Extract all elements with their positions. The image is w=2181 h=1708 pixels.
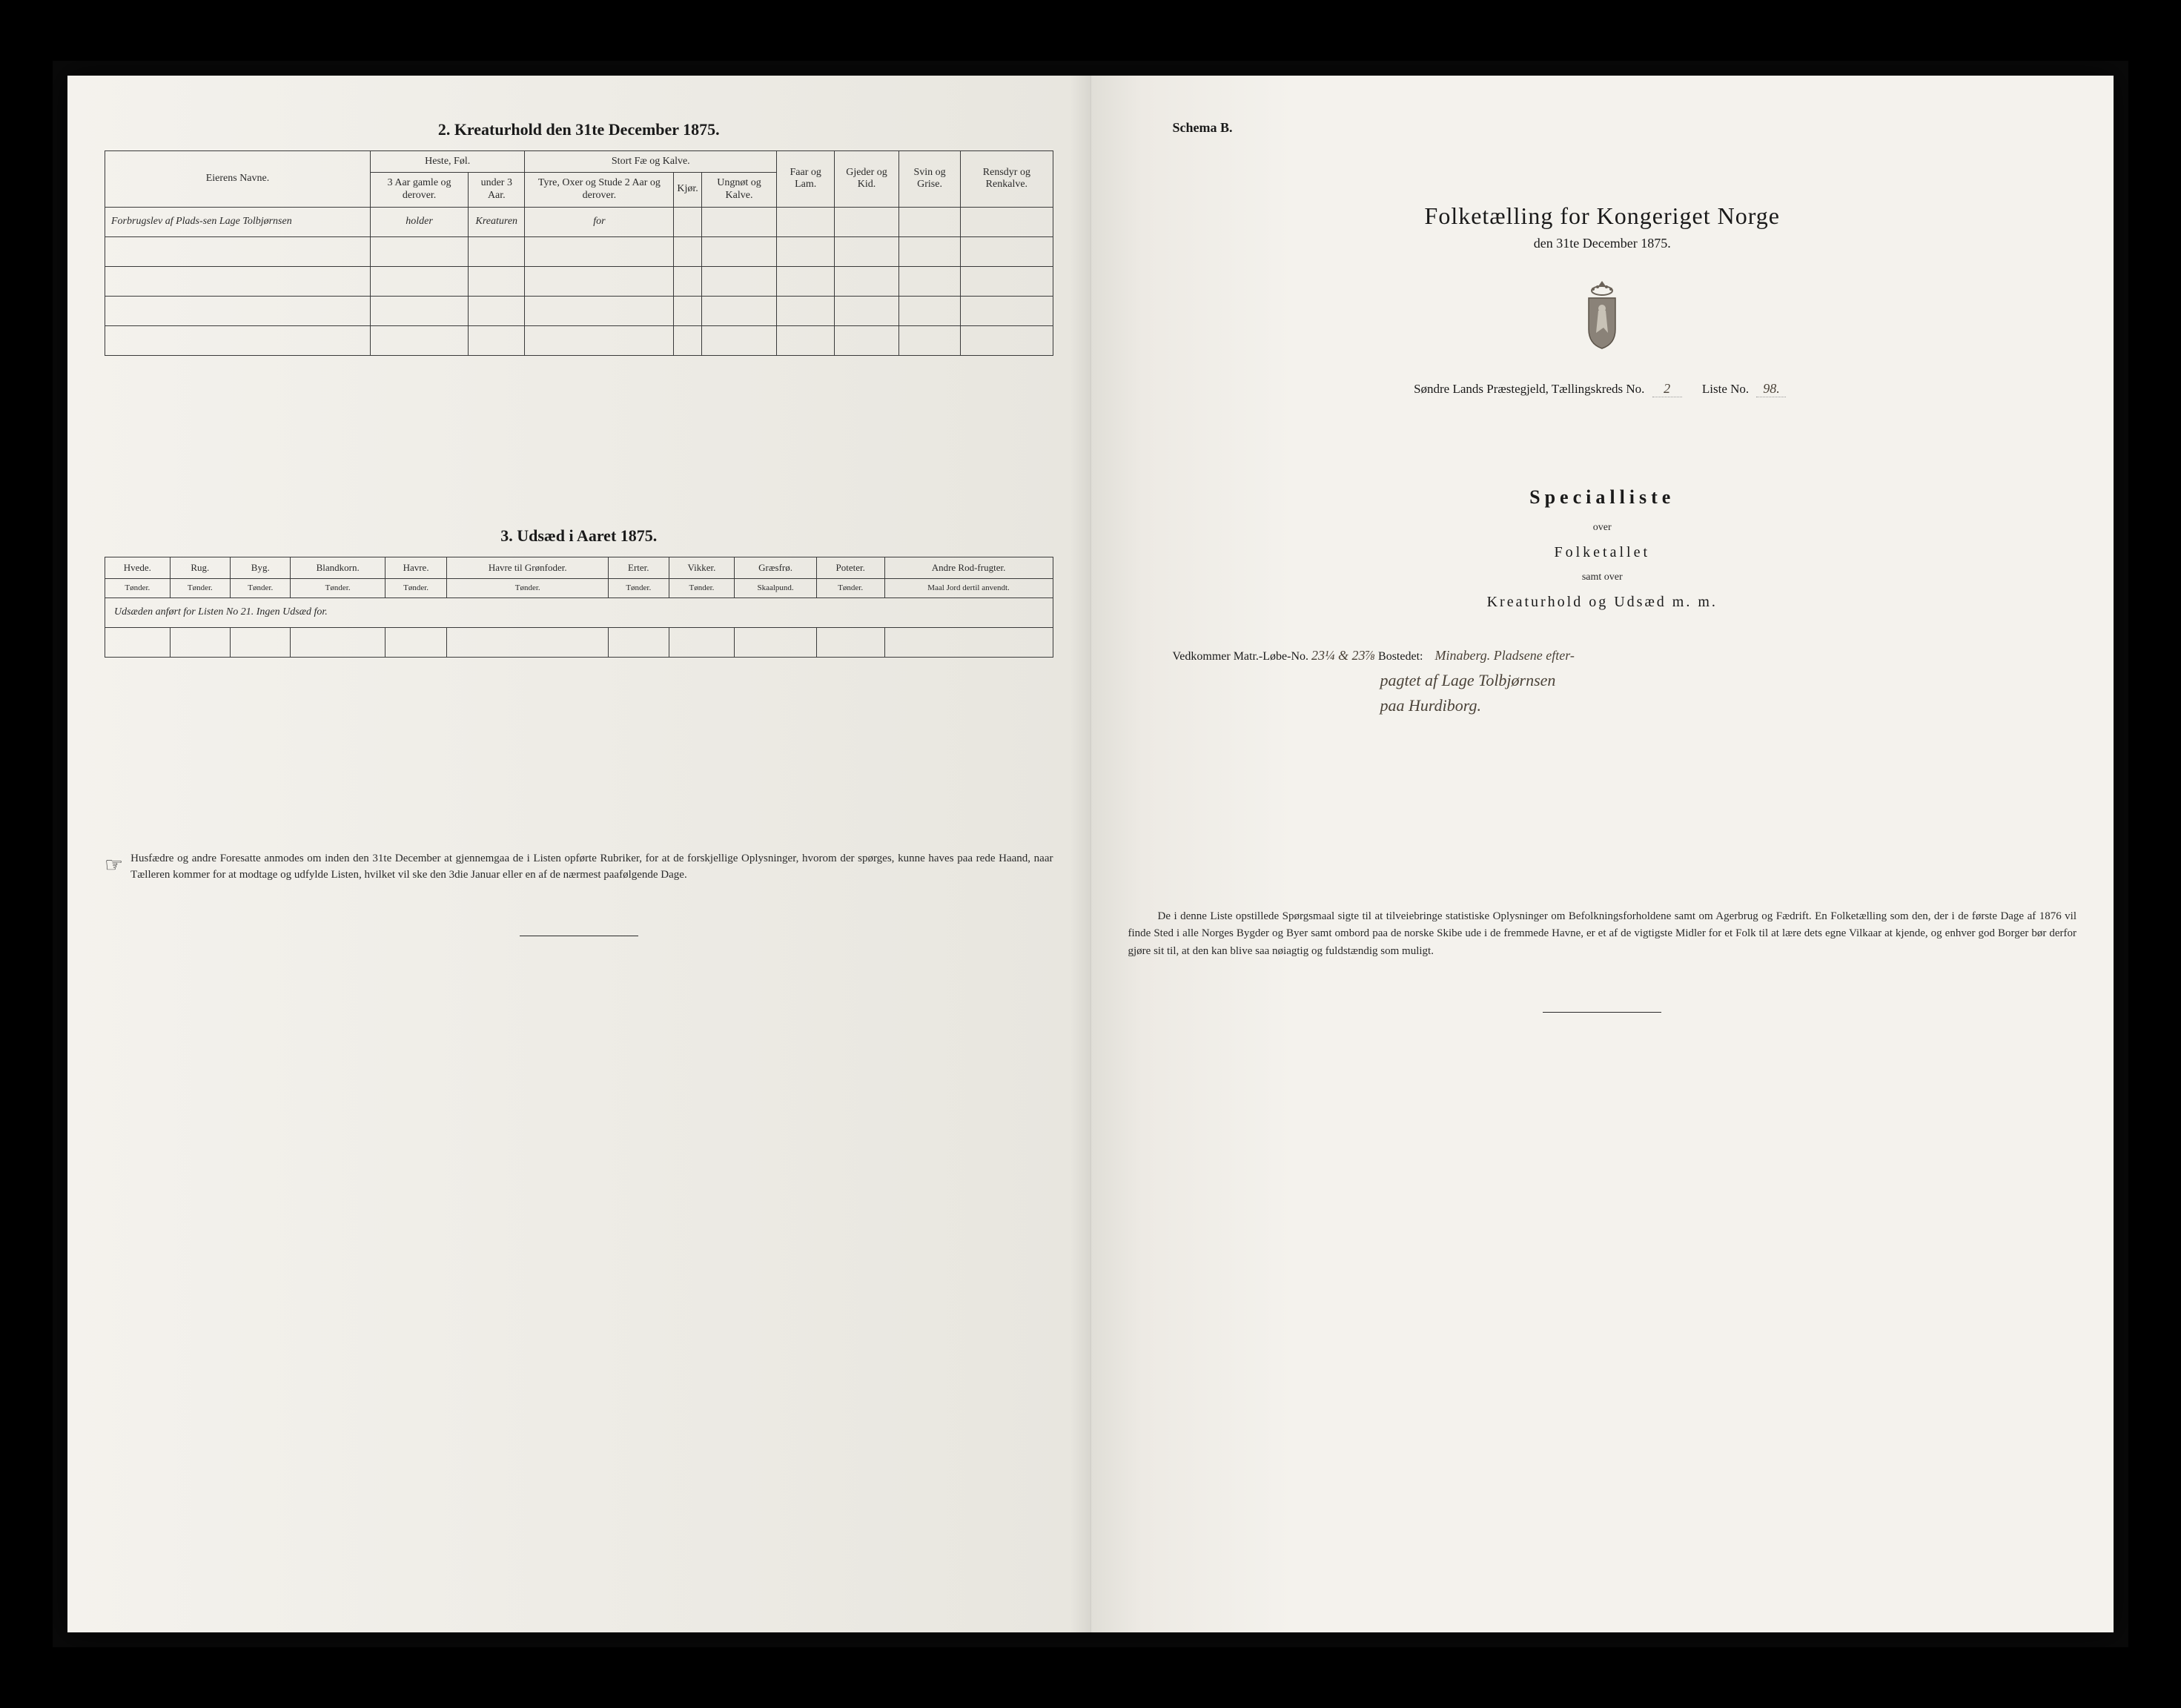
row1-h1: holder bbox=[370, 207, 468, 236]
th-havre: Havre. bbox=[385, 557, 447, 578]
row1-svin bbox=[898, 207, 960, 236]
left-page: 2. Kreaturhold den 31te December 1875. E… bbox=[67, 76, 1091, 1632]
th-rug: Rug. bbox=[170, 557, 230, 578]
over2: samt over bbox=[1128, 572, 2077, 583]
row1-faar bbox=[777, 207, 835, 236]
schema-label: Schema B. bbox=[1173, 120, 2077, 136]
bosted-hw1: Minaberg. Pladsene efter- bbox=[1434, 648, 1574, 663]
main-title: Folketælling for Kongeriget Norge bbox=[1128, 202, 2077, 230]
th-s3: Ungnøt og Kalve. bbox=[701, 173, 776, 208]
th-poteter: Poteter. bbox=[816, 557, 884, 578]
bosted-hw2: pagtet af Lage Tolbjørnsen bbox=[1380, 671, 2077, 690]
bosted-label: Bostedet: bbox=[1378, 650, 1423, 663]
row1-s3 bbox=[701, 207, 776, 236]
district-line: Søndre Lands Præstegjeld, Tællingskreds … bbox=[1128, 381, 2077, 397]
right-footer-text: De i denne Liste opstillede Spørgsmaal s… bbox=[1128, 908, 2077, 960]
sub-tonder-3: Tønder. bbox=[231, 578, 291, 598]
liste-label: Liste No. bbox=[1702, 382, 1749, 396]
th-stort: Stort Fæ og Kalve. bbox=[525, 151, 777, 173]
bosted-block: pagtet af Lage Tolbjørnsen paa Hurdiborg… bbox=[1128, 671, 2077, 745]
th-havretil: Havre til Grønfoder. bbox=[447, 557, 609, 578]
th-svin: Svin og Grise. bbox=[898, 151, 960, 208]
th-gjeder: Gjeder og Kid. bbox=[835, 151, 899, 208]
kreds-no: 2 bbox=[1652, 381, 1682, 397]
sub-tonder-2: Tønder. bbox=[170, 578, 230, 598]
document-frame: 2. Kreaturhold den 31te December 1875. E… bbox=[53, 61, 2128, 1647]
folketallet: Folketallet bbox=[1128, 544, 2077, 561]
kreaturhold-table: Eierens Navne. Heste, Føl. Stort Fæ og K… bbox=[105, 150, 1053, 356]
sub-tonder-5: Tønder. bbox=[385, 578, 447, 598]
sub-skaalpund: Skaalpund. bbox=[735, 578, 816, 598]
over1: over bbox=[1128, 522, 2077, 534]
matr-no: 23¼ & 23⅞ bbox=[1311, 648, 1375, 663]
sub-tonder-9: Tønder. bbox=[816, 578, 884, 598]
coat-of-arms-icon bbox=[1572, 277, 1632, 351]
kreaturhold-line: Kreaturhold og Udsæd m. m. bbox=[1128, 594, 2077, 611]
bosted-hw3: paa Hurdiborg. bbox=[1380, 696, 2077, 715]
th-graesfroe: Græsfrø. bbox=[735, 557, 816, 578]
left-footer-note: ☞ Husfædre og andre Foresatte anmodes om… bbox=[105, 850, 1053, 884]
sub-tonder-8: Tønder. bbox=[669, 578, 735, 598]
udsaed-row1: Udsæden anført for Listen No 21. Ingen U… bbox=[105, 598, 1053, 627]
udsaed-table: Hvede. Rug. Byg. Blandkorn. Havre. Havre… bbox=[105, 557, 1053, 658]
row1-gjeder bbox=[835, 207, 899, 236]
page-spread: 2. Kreaturhold den 31te December 1875. E… bbox=[67, 76, 2114, 1632]
row1-s2 bbox=[674, 207, 701, 236]
th-erter: Erter. bbox=[609, 557, 669, 578]
th-s2: Kjør. bbox=[674, 173, 701, 208]
th-eier: Eierens Navne. bbox=[105, 151, 371, 208]
sub-title: den 31te December 1875. bbox=[1128, 236, 2077, 251]
right-footer-rule bbox=[1543, 1012, 1661, 1013]
sub-tonder-1: Tønder. bbox=[105, 578, 171, 598]
section2-title: 2. Kreaturhold den 31te December 1875. bbox=[105, 120, 1053, 139]
matr-label: Vedkommer Matr.-Løbe-No. bbox=[1173, 650, 1309, 663]
row1-rensdyr bbox=[961, 207, 1053, 236]
row1-h2: Kreaturen bbox=[469, 207, 525, 236]
sub-tonder-4: Tønder. bbox=[291, 578, 385, 598]
section3-title: 3. Udsæd i Aaret 1875. bbox=[105, 526, 1053, 546]
th-byg: Byg. bbox=[231, 557, 291, 578]
sub-maal: Maal Jord dertil anvendt. bbox=[884, 578, 1053, 598]
right-page: Schema B. Folketælling for Kongeriget No… bbox=[1091, 76, 2114, 1632]
th-vikker: Vikker. bbox=[669, 557, 735, 578]
th-blandkorn: Blandkorn. bbox=[291, 557, 385, 578]
row1-s1: for bbox=[525, 207, 674, 236]
hand-pointer-icon: ☞ bbox=[105, 850, 123, 881]
sub-tonder-6: Tønder. bbox=[447, 578, 609, 598]
th-h1: 3 Aar gamle og derover. bbox=[370, 173, 468, 208]
specialliste-title: Specialliste bbox=[1128, 486, 2077, 509]
th-andre: Andre Rod-frugter. bbox=[884, 557, 1053, 578]
th-faar: Faar og Lam. bbox=[777, 151, 835, 208]
district-prefix: Søndre Lands Præstegjeld, Tællingskreds … bbox=[1414, 382, 1644, 396]
th-rensdyr: Rensdyr og Renkalve. bbox=[961, 151, 1053, 208]
th-hvede: Hvede. bbox=[105, 557, 171, 578]
sub-tonder-7: Tønder. bbox=[609, 578, 669, 598]
row1-eier: Forbrugslev af Plads-sen Lage Tolbjørnse… bbox=[105, 207, 371, 236]
th-h2: under 3 Aar. bbox=[469, 173, 525, 208]
matr-line: Vedkommer Matr.-Løbe-No. 23¼ & 23⅞ Boste… bbox=[1128, 648, 2077, 663]
th-heste: Heste, Føl. bbox=[370, 151, 524, 173]
liste-no: 98. bbox=[1756, 381, 1786, 397]
left-footer-text: Husfædre og andre Foresatte anmodes om i… bbox=[130, 850, 1053, 884]
th-s1: Tyre, Oxer og Stude 2 Aar og derover. bbox=[525, 173, 674, 208]
